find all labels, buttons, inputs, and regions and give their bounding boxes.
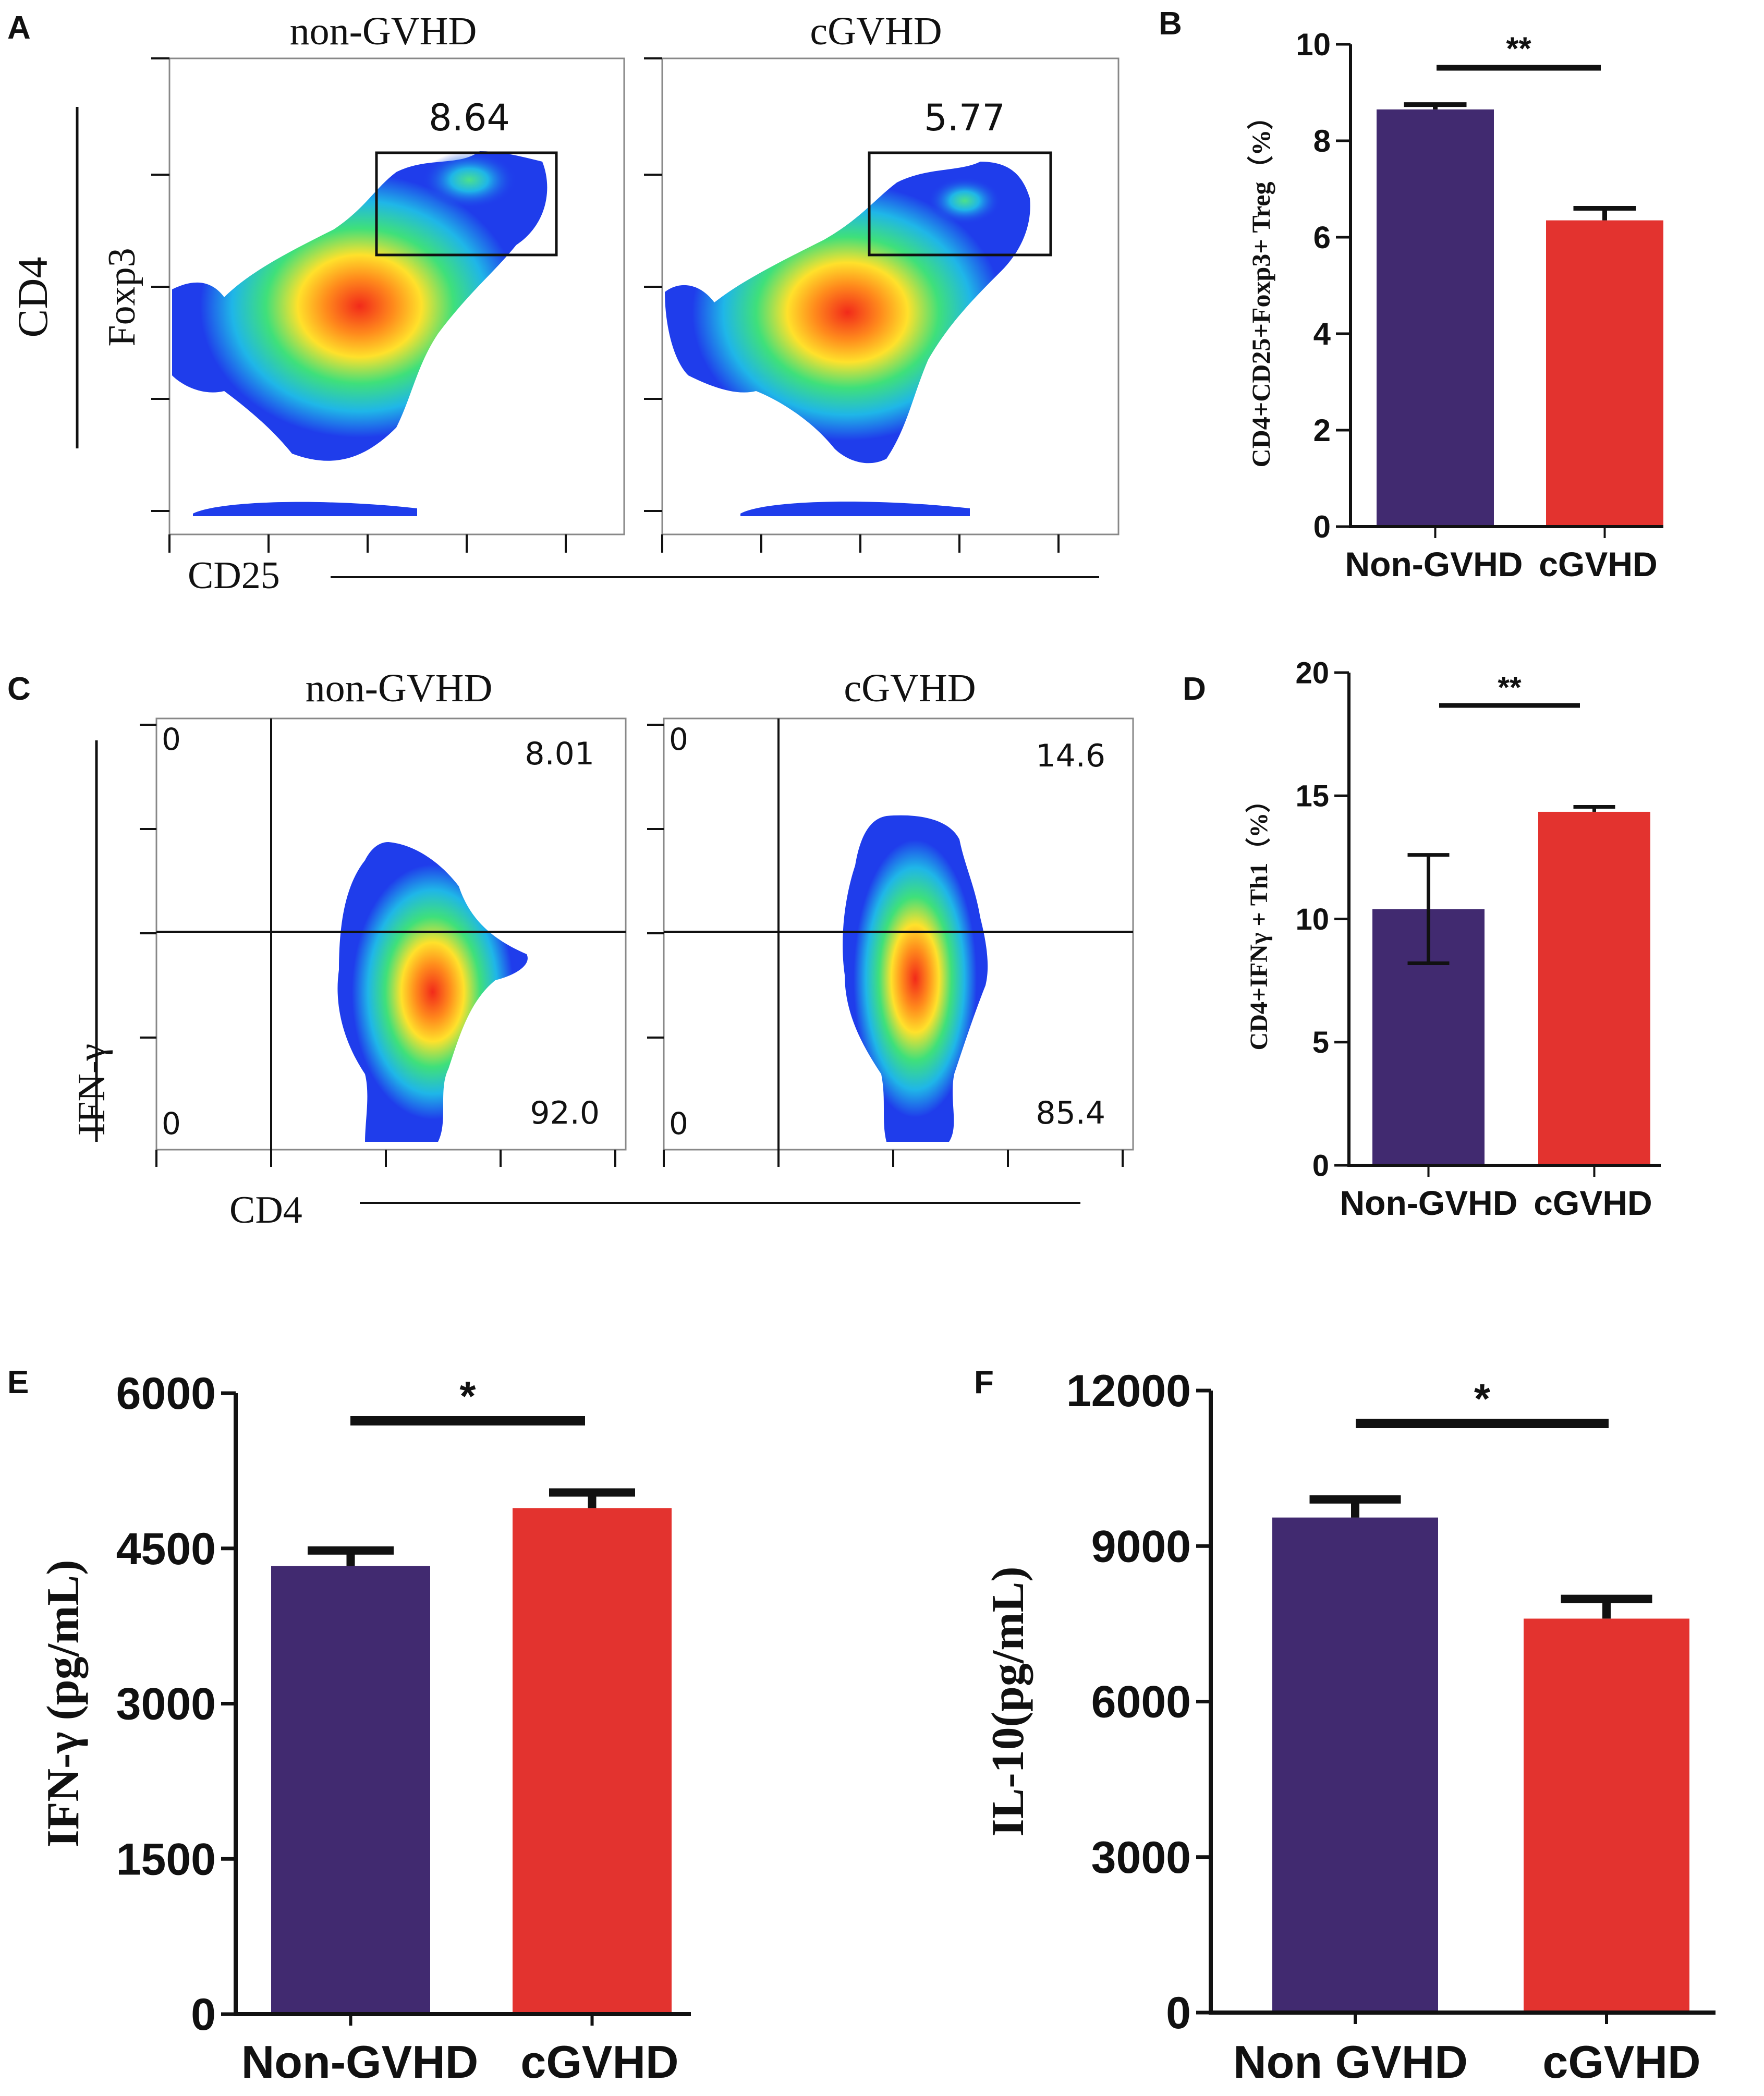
flow-plot-c2-q-upper-left: 0 [669,722,688,757]
flow-plot-c1-q-upper-left: 0 [162,722,181,757]
y-tick-label-d-3: 15 [1295,779,1329,813]
flow-plot-c2-density [843,815,988,1142]
y-axis-label-f: IL-10(pg/mL) [983,1566,1033,1836]
y-tick-label-b-5: 10 [1296,27,1331,62]
y-tick-label-d-0: 0 [1312,1149,1329,1183]
panel-letter-a: A [7,10,31,46]
flow-plot-c2-title: cGVHD [844,666,976,710]
flow-plot-a2-treg-cluster [928,177,1001,224]
significance-stars-b: ** [1506,31,1531,67]
x-tick-label-d-1: cGVHD [1534,1184,1652,1222]
y-tick-label-f-2: 6000 [1091,1677,1191,1727]
panel-letter-f: F [974,1364,994,1400]
bar-f-non-gvhd [1272,1517,1438,2013]
bar-b-non-gvhd [1377,109,1494,527]
x-tick-label-d-0: Non-GVHD [1340,1184,1518,1222]
flow-plot-c1-ticks [140,724,616,1167]
y-tick-label-e-2: 3000 [116,1679,216,1729]
y-tick-label-b-0: 0 [1313,509,1331,544]
significance-stars-f: * [1474,1375,1491,1422]
y-tick-label-d-4: 20 [1295,656,1329,690]
y-axis-label-d: CD4+IFNγ + Th1（%） [1245,788,1273,1051]
x-tick-label-b-0: Non-GVHD [1345,545,1523,583]
panel-letter-d: D [1183,671,1206,707]
panel-a-x-label: CD25 [188,554,280,597]
x-tick-label-e-0: Non-GVHD [241,2036,479,2088]
flow-plot-a1-treg-cluster [422,151,516,209]
flow-plot-a2-gate [868,151,1052,257]
panel-letter-c: C [7,671,31,707]
flow-plot-c2: cGVHD 0 14.6 0 85.4 [647,666,1134,1167]
flow-plot-c2-q-upper-right: 14.6 [1036,738,1105,774]
panel-letter-b: B [1159,6,1182,42]
bar-d-cgvhd [1538,811,1650,1165]
y-tick-label-e-0: 0 [191,1990,216,2040]
significance-stars-d: ** [1498,671,1522,705]
y-tick-label-e-4: 6000 [116,1369,216,1419]
flow-plot-c1-q-lower-right: 92.0 [530,1095,600,1131]
panel-c-y-label: IFN-γ [70,1044,113,1136]
y-tick-label-f-0: 0 [1166,1988,1191,2038]
flow-plot-a2-bottom-band [740,502,970,516]
flow-plot-c2-q-lower-right: 85.4 [1036,1095,1105,1131]
flow-plot-c1-title: non-GVHD [306,666,493,710]
y-tick-label-b-3: 6 [1313,220,1331,255]
flow-plot-a2-gate-value: 5.77 [924,96,1005,139]
y-tick-label-e-1: 1500 [116,1834,216,1884]
flow-plot-a1: non-GVHD 8.64 [151,9,625,553]
panel-c-x-label: CD4 [229,1189,302,1232]
flow-plot-c1-q-upper-right: 8.01 [525,736,594,772]
y-tick-label-f-4: 12000 [1066,1366,1191,1416]
panel-a-y-label: Foxp3 [101,248,143,346]
x-tick-label-b-1: cGVHD [1539,545,1657,583]
bar-chart-b: Non-GVHD cGVHD 0 2 4 6 8 10 CD4+CD25+Foxp3+ Treg… [1246,27,1663,583]
flow-plot-c1: non-GVHD 0 8.01 0 92.0 [140,666,627,1167]
flow-plot-a2-density [665,162,1030,464]
flow-plot-c1-density [337,842,528,1142]
bar-chart-e: Non-GVHD cGVHD 0 1500 3000 4500 6000 IFN-γ (pg/… [38,1369,691,2088]
flow-plot-a2: cGVHD 5.77 [644,9,1120,553]
y-axis-label-e: IFN-γ (pg/mL) [38,1559,89,1847]
flow-plot-a1-gate [375,151,558,257]
bar-b-cgvhd [1546,220,1663,527]
y-tick-label-b-1: 2 [1313,413,1331,448]
x-tick-label-f-0: Non GVHD [1233,2036,1468,2088]
flow-plot-c1-q-lower-left: 0 [162,1106,181,1141]
bar-e-cgvhd [513,1508,672,2014]
bar-chart-d: Non-GVHD cGVHD 0 5 10 15 20 CD4+IFNγ + Th1（%） ** [1245,656,1661,1222]
y-tick-label-f-3: 9000 [1091,1521,1191,1571]
y-tick-label-b-2: 4 [1313,316,1331,351]
bar-e-non-gvhd [271,1566,430,2014]
flow-plot-a2-title: cGVHD [810,9,942,53]
panel-c-flow-plots: IFN-γ CD4 non-GVHD 0 8.01 0 92.0 c [70,666,1134,1232]
y-axis-label-b: CD4+CD25+Foxp3+ Treg（%） [1246,104,1275,468]
y-tick-label-e-3: 4500 [116,1524,216,1574]
flow-plot-a1-bottom-band [193,502,417,516]
x-tick-label-f-1: cGVHD [1542,2036,1700,2088]
flow-plot-a1-gate-value: 8.64 [429,96,510,139]
flow-plot-a1-title: non-GVHD [290,9,477,53]
flow-plot-a1-ticks [151,57,567,553]
flow-plot-c2-q-lower-left: 0 [669,1106,688,1141]
panel-a-flow-plots: CD4 Foxp3 CD25 non-GVHD 8.64 cGV [9,9,1120,597]
flow-plot-a2-ticks [644,57,1060,553]
bar-f-cgvhd [1524,1618,1689,2013]
panel-a-outer-y-label: CD4 [9,257,56,338]
significance-stars-e: * [459,1373,476,1419]
flow-plot-c2-ticks [647,724,1124,1167]
x-tick-label-e-1: cGVHD [520,2036,678,2088]
panel-letter-e: E [7,1364,29,1400]
flow-plot-a1-density [172,151,548,461]
y-tick-label-d-2: 10 [1295,903,1329,936]
bar-chart-f: Non GVHD cGVHD 0 3000 6000 9000 12000 IL-10(pg/… [983,1366,1716,2088]
y-tick-label-b-4: 8 [1313,124,1331,159]
y-tick-label-f-1: 3000 [1091,1833,1191,1883]
y-tick-label-d-1: 5 [1312,1026,1329,1059]
